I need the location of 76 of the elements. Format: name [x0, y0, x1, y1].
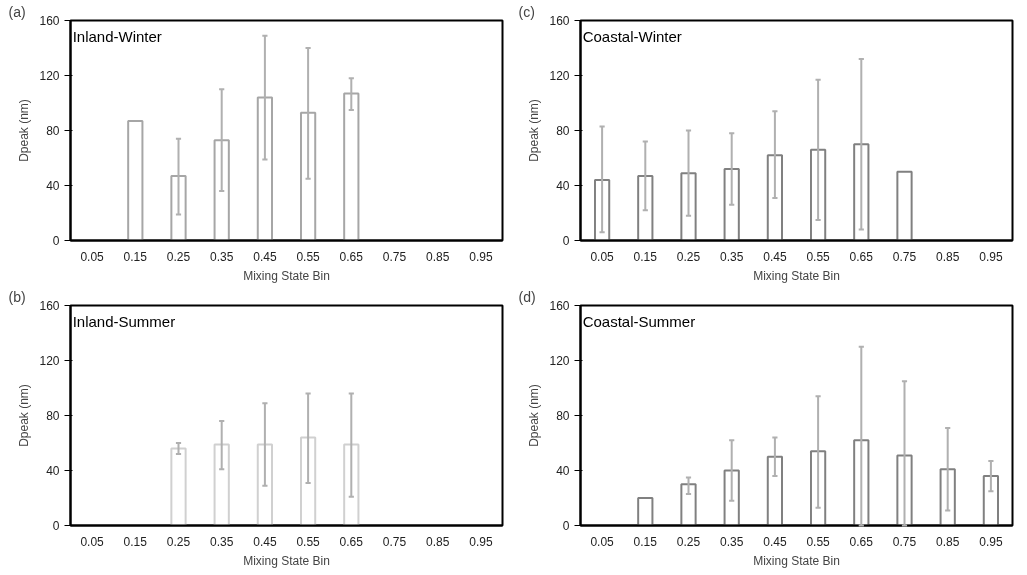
- y-tick-label: 40: [46, 464, 60, 478]
- x-tick-label: 0.15: [633, 534, 658, 549]
- x-tick-label: 0.65: [849, 534, 874, 549]
- text: Inland-Summer: [72, 312, 176, 330]
- x-axis-title: Mixing State Bin: [243, 268, 330, 283]
- y-tick-label: 120: [549, 69, 570, 83]
- y-tick-label: 160: [549, 299, 570, 313]
- text: Inland-Winter: [72, 27, 162, 45]
- y-tick-label: 0: [562, 519, 570, 533]
- x-tick-label: 0.05: [80, 534, 105, 549]
- text: Coastal-Winter: [582, 27, 682, 45]
- x-tick-label: 0.75: [892, 249, 917, 264]
- x-tick-label: 0.15: [123, 249, 148, 264]
- y-axis-title: Dpeak (nm): [527, 99, 542, 162]
- x-tick-label: 0.85: [936, 534, 960, 549]
- y-tick-label: 40: [46, 179, 60, 193]
- x-tick-label: 0.05: [80, 249, 105, 264]
- y-tick-label: 160: [39, 14, 60, 28]
- text: Coastal-Summer: [582, 312, 696, 330]
- x-tick-label: 0.45: [763, 534, 787, 549]
- y-axis-title: Dpeak (nm): [527, 384, 542, 447]
- y-tick-label: 80: [556, 409, 570, 423]
- x-tick-label: 0.45: [253, 249, 277, 264]
- x-tick-label: 0.65: [339, 249, 364, 264]
- x-tick-label: 0.35: [720, 534, 744, 549]
- text: (a): [8, 3, 26, 20]
- x-tick-label: 0.55: [806, 534, 831, 549]
- y-axis-title: Dpeak (nm): [17, 384, 32, 447]
- x-tick-label: 0.55: [806, 249, 831, 264]
- x-tick-label: 0.75: [382, 249, 407, 264]
- y-tick-label: 120: [39, 69, 60, 83]
- x-tick-label: 0.25: [676, 534, 701, 549]
- x-tick-label: 0.95: [469, 534, 493, 549]
- x-axis-title: Mixing State Bin: [243, 553, 330, 568]
- x-tick-label: 0.45: [763, 249, 787, 264]
- x-tick-label: 0.75: [382, 534, 407, 549]
- y-tick-label: 40: [556, 464, 570, 478]
- x-tick-label: 0.45: [253, 534, 277, 549]
- x-tick-label: 0.35: [720, 249, 744, 264]
- x-tick-label: 0.55: [296, 534, 321, 549]
- x-tick-label: 0.35: [210, 249, 234, 264]
- y-tick-label: 0: [52, 519, 60, 533]
- x-tick-label: 0.25: [166, 534, 191, 549]
- x-tick-label: 0.65: [339, 534, 364, 549]
- y-tick-label: 40: [556, 179, 570, 193]
- y-tick-label: 80: [46, 124, 60, 138]
- y-tick-label: 0: [52, 234, 60, 248]
- x-tick-label: 0.95: [469, 249, 493, 264]
- x-tick-label: 0.35: [210, 534, 234, 549]
- x-tick-label: 0.25: [166, 249, 191, 264]
- x-tick-label: 0.65: [849, 249, 874, 264]
- x-tick-label: 0.95: [979, 249, 1003, 264]
- y-tick-label: 0: [562, 234, 570, 248]
- x-tick-label: 0.85: [426, 249, 450, 264]
- y-tick-label: 120: [549, 354, 570, 368]
- x-tick-label: 0.05: [590, 249, 615, 264]
- y-tick-label: 120: [39, 354, 60, 368]
- x-tick-label: 0.15: [123, 534, 148, 549]
- x-tick-label: 0.85: [936, 249, 960, 264]
- y-tick-label: 80: [556, 124, 570, 138]
- x-tick-label: 0.05: [590, 534, 615, 549]
- x-tick-label: 0.25: [676, 249, 701, 264]
- x-tick-label: 0.85: [426, 534, 450, 549]
- text: (b): [8, 288, 26, 305]
- x-tick-label: 0.15: [633, 249, 658, 264]
- x-axis-title: Mixing State Bin: [753, 268, 840, 283]
- x-axis-title: Mixing State Bin: [753, 553, 840, 568]
- text: (d): [518, 288, 536, 305]
- x-tick-label: 0.75: [892, 534, 917, 549]
- text: (c): [518, 3, 535, 20]
- x-tick-label: 0.95: [979, 534, 1003, 549]
- x-tick-label: 0.55: [296, 249, 321, 264]
- y-tick-label: 160: [39, 299, 60, 313]
- y-tick-label: 160: [549, 14, 570, 28]
- y-axis-title: Dpeak (nm): [17, 99, 32, 162]
- y-tick-label: 80: [46, 409, 60, 423]
